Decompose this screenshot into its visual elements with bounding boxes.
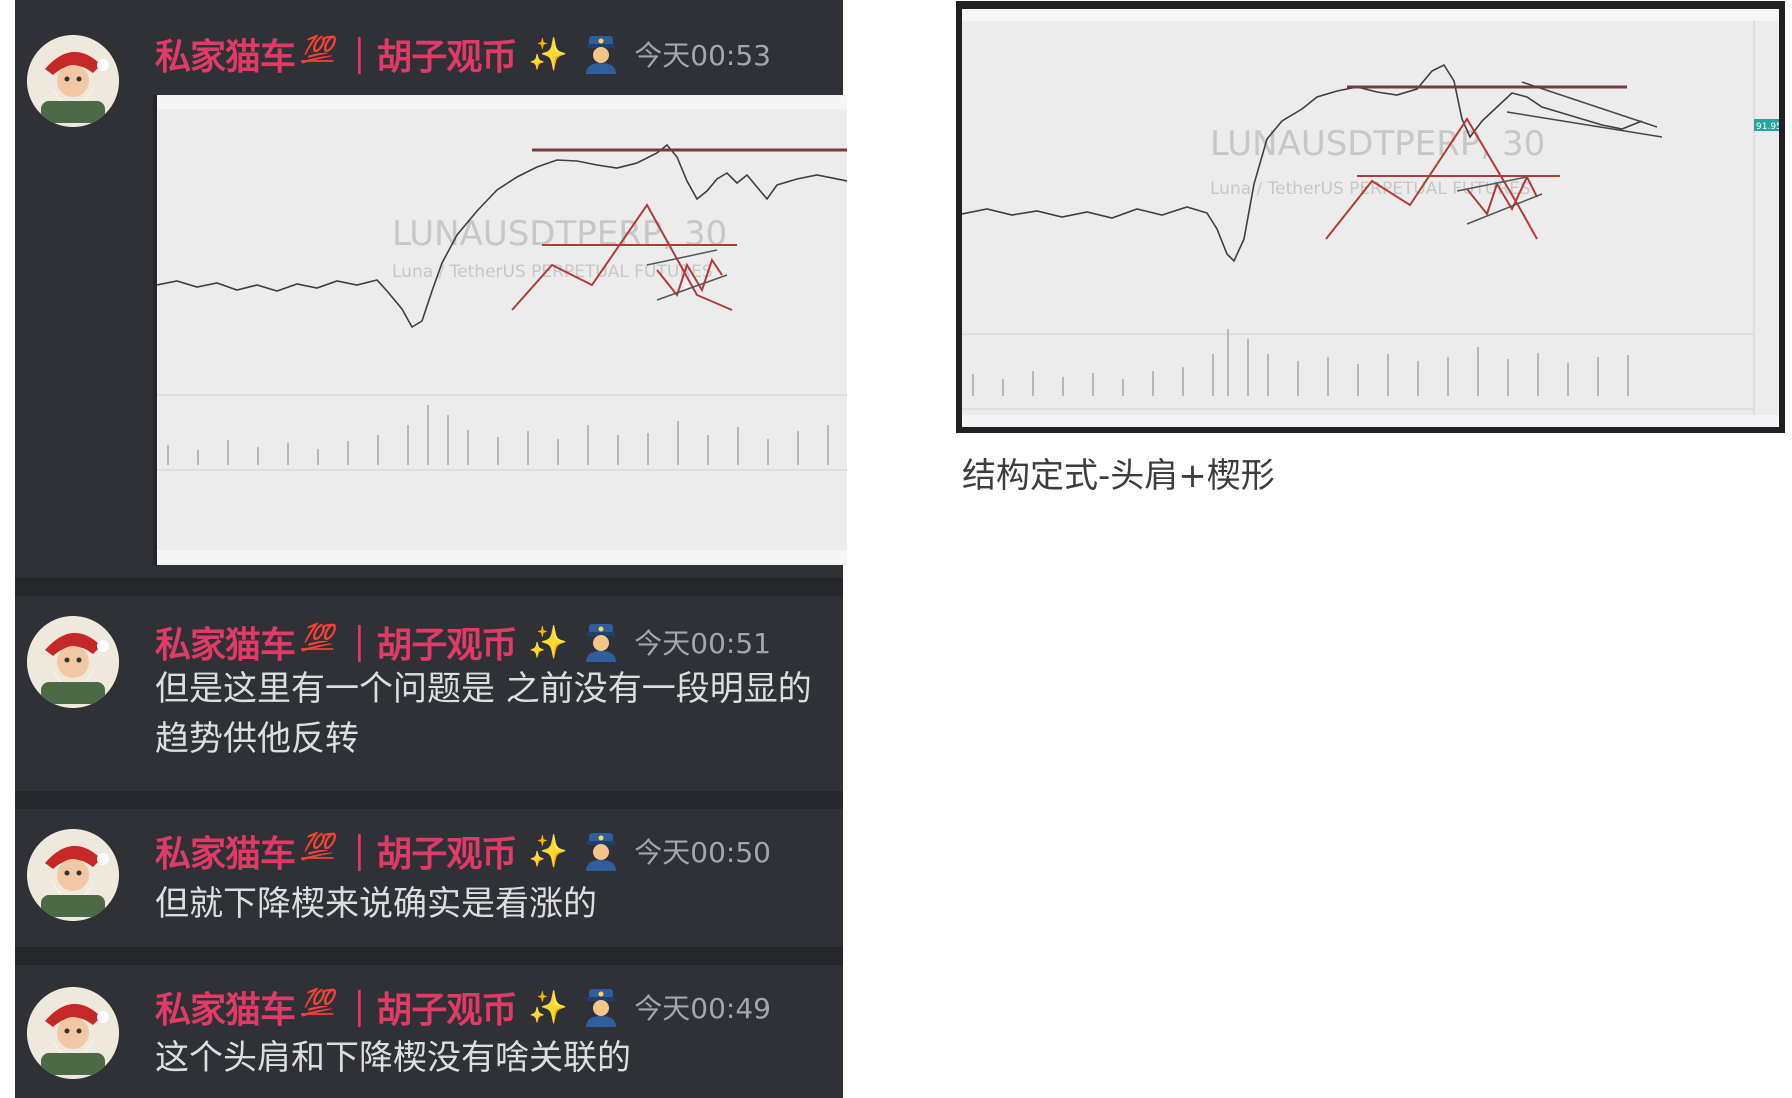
message-text: 但就下降楔来说确实是看涨的 [155,884,597,924]
sparkles-icon: ✨ [528,832,569,870]
message-header: 私家猫车 💯 ｜胡子观币 ✨ 今天00:53 [155,30,771,78]
username[interactable]: 私家猫车 [155,37,296,78]
santa-avatar-icon[interactable] [27,829,119,921]
message-2: 私家猫车 💯 ｜胡子观币 ✨ 今天00:51 但是这里有一个问题是 之前没有一段… [15,596,843,791]
message-divider [15,578,843,596]
message-divider [15,947,843,965]
chat-panel: 私家猫车 💯 ｜胡子观币 ✨ 今天00:53 LUNAUSDTPERP, 30 … [15,0,847,1098]
timestamp: 今天00:53 [634,39,771,72]
message-header: 私家猫车 💯 ｜胡子观币 ✨ 今天00:49 [155,983,771,1031]
chart-subtitle: Luna / TetherUS PERPETUAL FUTURES [392,262,713,282]
police-officer-icon [586,36,617,74]
message-3: 私家猫车 💯 ｜胡子观币 ✨ 今天00:50 但就下降楔来说确实是看涨的 [15,809,843,943]
message-1: 私家猫车 💯 ｜胡子观币 ✨ 今天00:53 LUNAUSDTPERP, 30 … [15,0,847,575]
message-header: 私家猫车 💯 ｜胡子观币 ✨ 今天00:51 [155,618,771,666]
channel-name: ｜胡子观币 [341,37,517,78]
chart-canvas: LUNAUSDTPERP, 30 Luna / TetherUS PERPETU… [962,9,1779,427]
timestamp: 今天00:51 [634,627,771,660]
message-text: 但是这里有一个问题是 之前没有一段明显的趋势供他反转 [155,669,812,759]
sparkles-icon: ✨ [528,988,569,1026]
price-tag: 91.956 [1756,122,1779,132]
hundred-points-icon: 💯 [301,35,334,65]
chart-subtitle: Luna / TetherUS PERPETUAL FUTURES [1210,179,1531,199]
username[interactable]: 私家猫车 [155,625,296,666]
chart-watermark: LUNAUSDTPERP, 30 [392,214,727,254]
channel-name: ｜胡子观币 [341,990,517,1031]
image-caption: 结构定式-头肩+楔形 [962,456,1275,496]
hundred-points-icon: 💯 [301,623,334,653]
santa-avatar-icon[interactable] [27,35,119,127]
channel-name: ｜胡子观币 [341,834,517,875]
timestamp: 今天00:50 [634,836,771,869]
sparkles-icon: ✨ [528,623,569,661]
channel-name: ｜胡子观币 [341,625,517,666]
hundred-points-icon: 💯 [301,988,334,1018]
message-text: 这个头肩和下降楔没有啥关联的 [155,1038,631,1078]
santa-avatar-icon[interactable] [27,616,119,708]
chart-screenshot-1[interactable]: LUNAUSDTPERP, 30 Luna / TetherUS PERPETU… [153,95,847,565]
sparkles-icon: ✨ [528,35,569,73]
police-officer-icon [586,989,617,1027]
message-4: 私家猫车 💯 ｜胡子观币 ✨ 今天00:49 这个头肩和下降楔没有啥关联的 [15,965,843,1098]
username[interactable]: 私家猫车 [155,834,296,875]
police-officer-icon [586,833,617,871]
message-header: 私家猫车 💯 ｜胡子观币 ✨ 今天00:50 [155,827,771,875]
message-divider [15,791,843,809]
police-officer-icon [586,624,617,662]
santa-avatar-icon[interactable] [27,987,119,1079]
chart-screenshot-2[interactable]: LUNAUSDTPERP, 30 Luna / TetherUS PERPETU… [956,1,1785,433]
username[interactable]: 私家猫车 [155,990,296,1031]
timestamp: 今天00:49 [634,992,771,1025]
chart-watermark: LUNAUSDTPERP, 30 [1210,124,1545,164]
hundred-points-icon: 💯 [301,832,334,862]
